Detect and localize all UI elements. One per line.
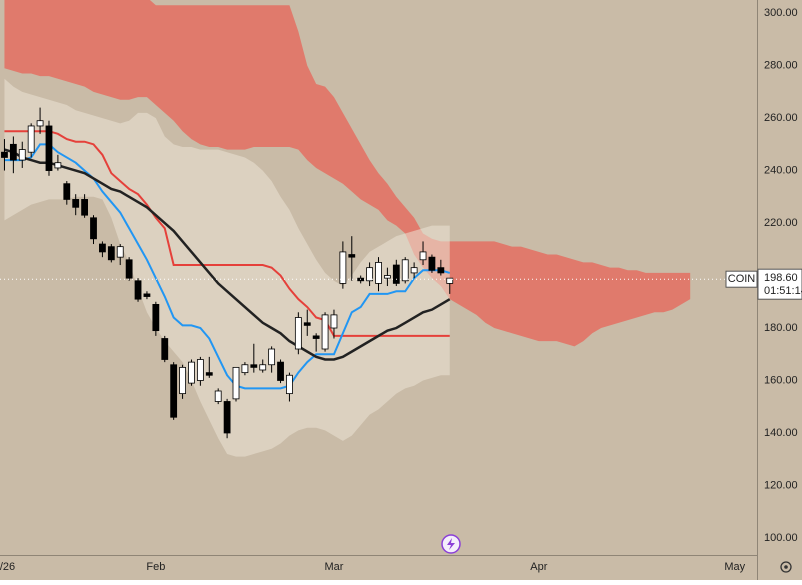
candle-body bbox=[241, 364, 249, 374]
candle-body bbox=[401, 259, 409, 282]
candle-body bbox=[312, 335, 320, 339]
candle-body bbox=[116, 246, 124, 258]
candle-body bbox=[27, 125, 35, 153]
x-tick-label: Mar bbox=[324, 561, 343, 573]
indicator-line bbox=[4, 143, 451, 390]
y-tick-label: 120.00 bbox=[764, 479, 798, 491]
candle-body bbox=[9, 143, 17, 161]
candle-body bbox=[321, 314, 329, 350]
candle-body bbox=[125, 259, 133, 279]
candle-body bbox=[410, 267, 418, 274]
y-tick-label: 240.00 bbox=[764, 164, 798, 176]
candle-body bbox=[446, 277, 454, 284]
candle-body bbox=[294, 317, 302, 350]
y-tick-label: 300.00 bbox=[764, 7, 798, 19]
candle-body bbox=[214, 390, 222, 402]
candle-body bbox=[268, 348, 276, 366]
replay-icon[interactable] bbox=[441, 534, 461, 554]
candle-body bbox=[232, 366, 240, 400]
candle-body bbox=[54, 162, 62, 169]
x-tick-label: Apr bbox=[530, 561, 547, 573]
candle-body bbox=[348, 254, 356, 258]
y-tick-label: 180.00 bbox=[764, 322, 798, 334]
candle-body bbox=[99, 243, 106, 253]
x-tick-label: Feb bbox=[146, 561, 165, 573]
symbol-label: COIN bbox=[728, 273, 756, 285]
price-label: 198.60 bbox=[764, 272, 798, 284]
candle-body bbox=[90, 217, 97, 240]
candle-body bbox=[223, 401, 231, 434]
candle-body bbox=[81, 199, 89, 216]
candle-body bbox=[205, 372, 213, 376]
candle-body bbox=[196, 359, 204, 381]
candle-body bbox=[107, 246, 115, 261]
candle-body bbox=[152, 303, 160, 332]
candle-body bbox=[188, 361, 195, 384]
candle-body bbox=[161, 338, 169, 360]
shaded-area bbox=[4, 78, 450, 457]
indicator-line bbox=[4, 148, 451, 361]
candle-body bbox=[1, 151, 8, 158]
candle-body bbox=[45, 125, 53, 171]
candle-body bbox=[170, 364, 178, 418]
indicator-line bbox=[4, 130, 450, 337]
candle-body bbox=[63, 183, 71, 200]
candle-body bbox=[428, 256, 436, 271]
price-box bbox=[757, 268, 802, 300]
y-tick-label: 100.00 bbox=[764, 532, 798, 544]
candle-body bbox=[259, 364, 267, 371]
candle-body bbox=[339, 251, 347, 284]
candle-body bbox=[419, 251, 427, 261]
candle-body bbox=[134, 280, 142, 300]
plot-area bbox=[0, 0, 757, 457]
settings-icon[interactable] bbox=[780, 561, 792, 573]
candle-body bbox=[366, 267, 373, 282]
shaded-area bbox=[4, 0, 691, 347]
y-tick-label: 260.00 bbox=[764, 112, 798, 124]
candle-body bbox=[437, 267, 445, 274]
candle-body bbox=[384, 275, 391, 279]
candle-body bbox=[392, 264, 400, 284]
x-tick-label: 5/26 bbox=[0, 561, 15, 573]
candle-body bbox=[36, 120, 44, 127]
symbol-box bbox=[725, 270, 758, 288]
candle-body bbox=[277, 361, 284, 381]
candle-body bbox=[250, 364, 258, 368]
candle-body bbox=[72, 199, 80, 208]
y-tick-label: 220.00 bbox=[764, 217, 798, 229]
candle-body bbox=[143, 293, 151, 297]
candle-body bbox=[18, 149, 26, 161]
countdown-label: 01:51:14 bbox=[764, 285, 802, 297]
candle-body bbox=[286, 374, 293, 395]
y-tick-label: 140.00 bbox=[764, 427, 798, 439]
x-tick-label: May bbox=[724, 561, 745, 573]
candle-body bbox=[303, 322, 311, 326]
candle-body bbox=[179, 366, 186, 395]
candle-body bbox=[330, 314, 338, 329]
y-tick-label: 160.00 bbox=[764, 374, 798, 386]
candle-body bbox=[375, 262, 382, 284]
y-tick-label: 280.00 bbox=[764, 60, 798, 72]
